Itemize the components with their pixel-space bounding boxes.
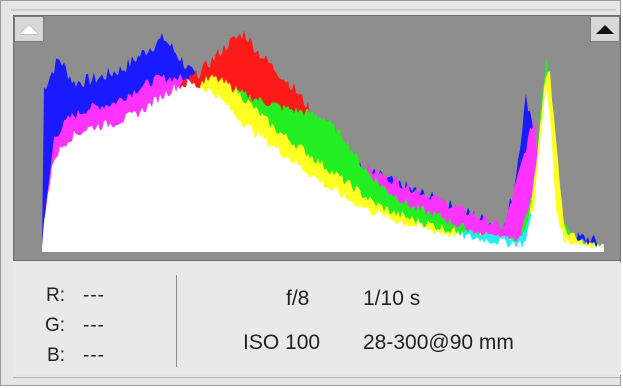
blue-readout-row: B: ---	[43, 345, 105, 367]
histogram-info-bar: R: --- G: --- B: --- f/8 1/10 s ISO 100 …	[13, 263, 621, 375]
histogram-baseline	[42, 248, 604, 252]
blue-value: ---	[83, 345, 105, 366]
info-divider	[176, 275, 177, 367]
histogram-luminance	[42, 79, 604, 248]
triangle-up-black-icon	[596, 24, 614, 34]
red-label: R:	[46, 285, 65, 306]
green-label: G:	[44, 315, 65, 336]
panel-bottom-edge	[13, 377, 621, 386]
green-readout-row: G: ---	[43, 315, 105, 337]
histogram-svg	[42, 30, 604, 252]
highlight-clipping-warning-button[interactable]	[590, 16, 620, 42]
aperture-value: f/8	[286, 287, 310, 310]
red-value: ---	[83, 285, 105, 306]
iso-value: ISO 100	[243, 331, 321, 354]
lens-focal-length-value: 28-300@90 mm	[363, 331, 514, 354]
shutter-speed-value: 1/10 s	[363, 287, 421, 310]
green-value: ---	[83, 315, 105, 336]
histogram-graph	[13, 15, 621, 261]
blue-label: B:	[47, 345, 65, 366]
red-readout-row: R: ---	[43, 285, 105, 307]
panel-top-edge	[11, 9, 616, 11]
triangle-up-white-icon	[20, 24, 38, 34]
shadow-clipping-warning-button[interactable]	[14, 16, 44, 42]
